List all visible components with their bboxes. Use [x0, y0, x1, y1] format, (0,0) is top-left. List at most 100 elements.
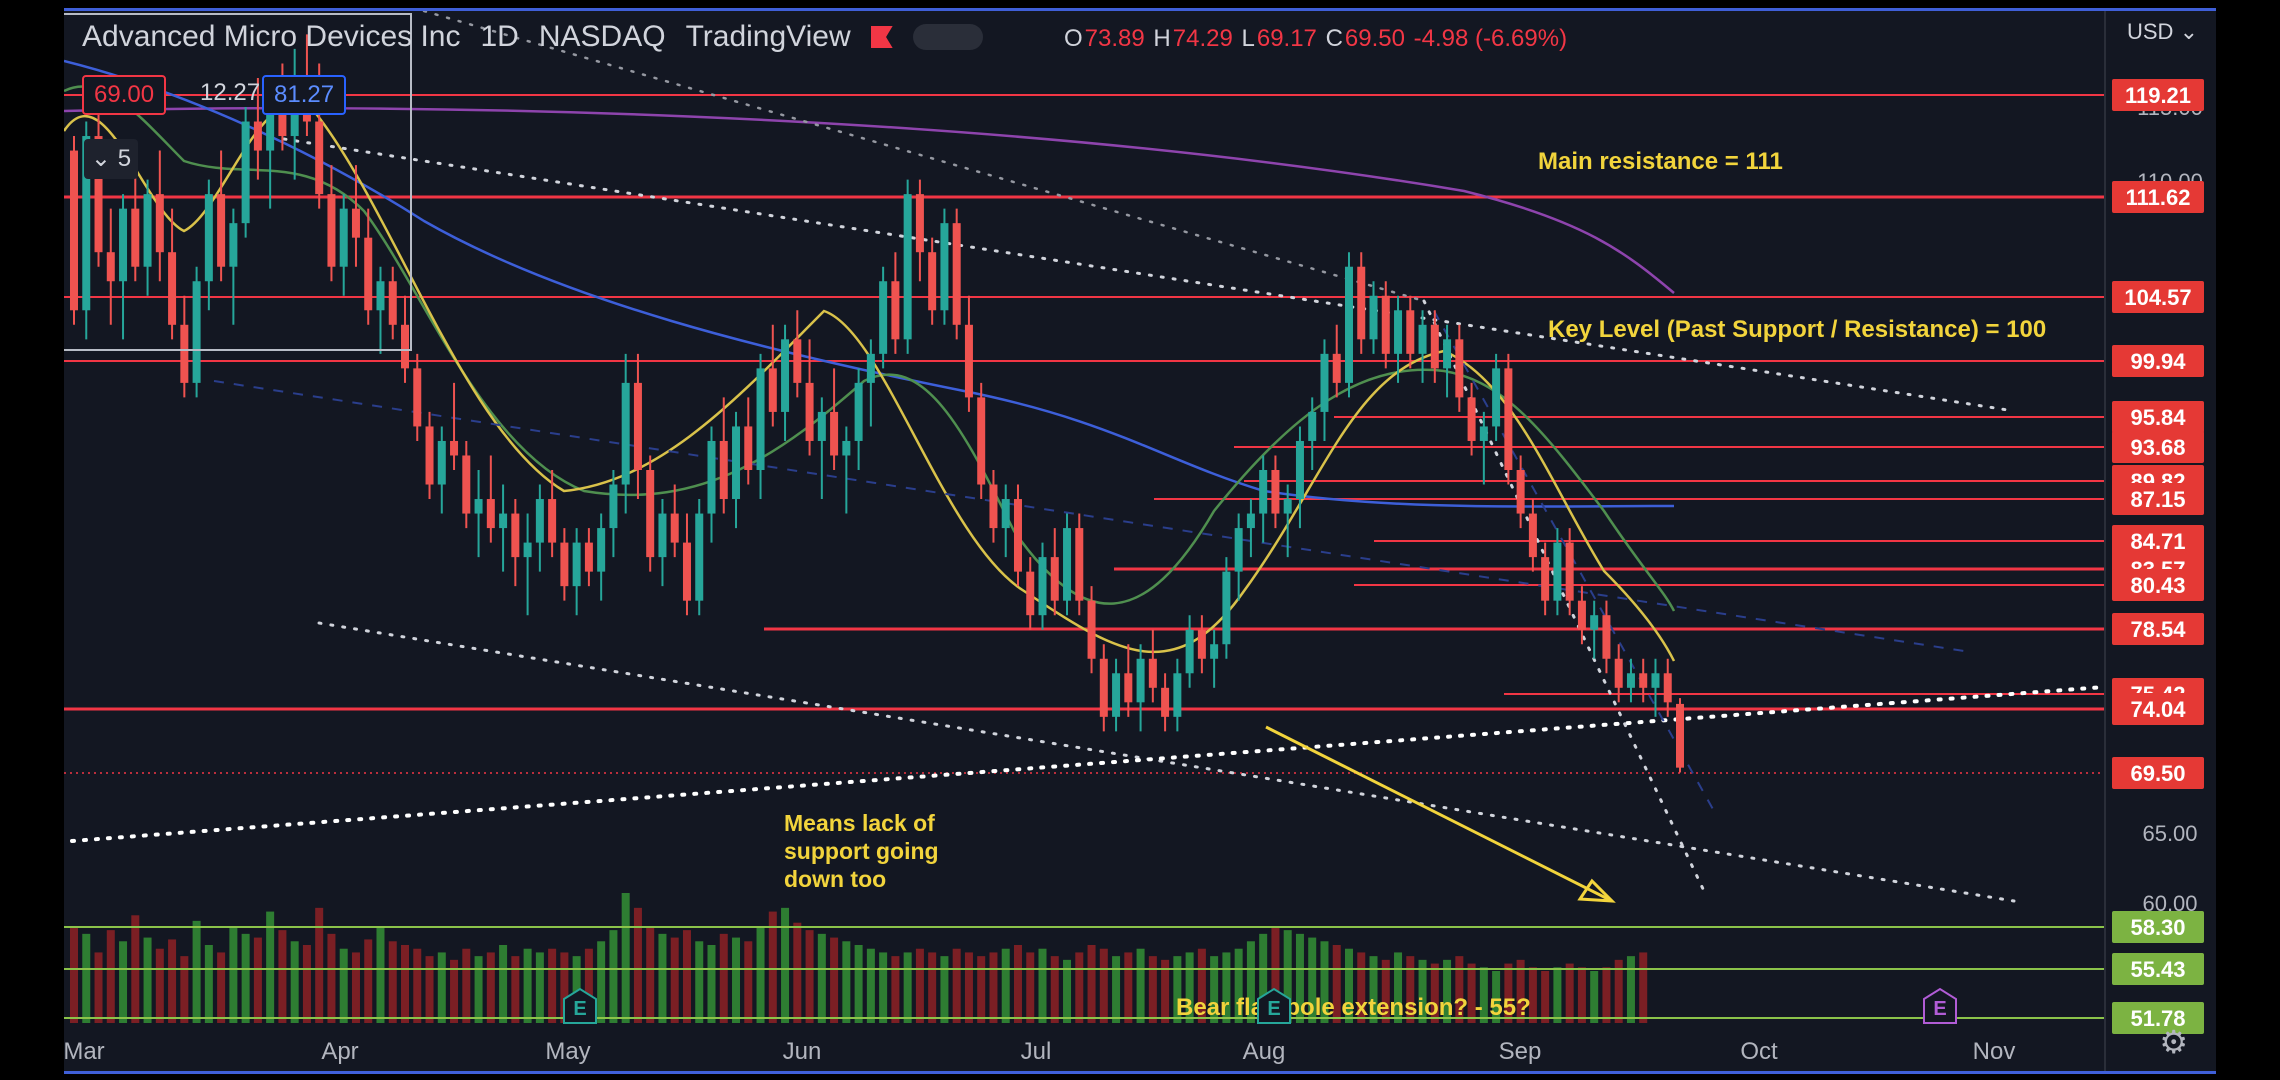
- candle-body: [1418, 324, 1427, 354]
- status-pill[interactable]: [912, 24, 983, 50]
- volume-bar: [658, 933, 667, 1023]
- volume-bar: [351, 952, 360, 1023]
- level-badge-bg: [2112, 281, 2204, 313]
- candle-body: [1259, 470, 1268, 514]
- volume-bar: [376, 926, 385, 1023]
- candle-body: [1577, 600, 1586, 630]
- indicator-value-1[interactable]: 69.00: [82, 75, 167, 115]
- volume-bar: [1038, 948, 1047, 1023]
- candle-body: [1001, 499, 1010, 529]
- candle-body: [327, 194, 336, 267]
- chart-frame[interactable]: 115.00110.0065.0060.00MarAprMayJunJulAug…: [64, 8, 2216, 1074]
- volume-bar: [180, 956, 189, 1023]
- horizontal-levels[interactable]: [64, 94, 2104, 774]
- volume-bar: [977, 956, 986, 1023]
- candle-body: [584, 542, 593, 572]
- candle-body: [1651, 673, 1660, 688]
- candle-body: [1136, 658, 1145, 703]
- candles[interactable]: [70, 34, 1684, 773]
- candle-body: [204, 194, 213, 282]
- volume-bar: [805, 930, 814, 1023]
- candle-body: [1663, 673, 1672, 703]
- candle-body: [903, 194, 912, 340]
- candle-body: [1112, 673, 1121, 717]
- level-badge-bg: [2112, 569, 2204, 601]
- candle-body: [940, 223, 949, 311]
- candle-body: [719, 440, 728, 500]
- volume-bar: [732, 937, 741, 1023]
- currency-selector[interactable]: USD ⌄: [2127, 19, 2198, 45]
- candle-body: [217, 194, 226, 267]
- volume-bar: [1013, 945, 1022, 1023]
- chevron-down-icon: ⌄: [90, 145, 112, 172]
- low-value: 69.17: [1256, 25, 1317, 52]
- interval-label[interactable]: 1D: [480, 20, 519, 53]
- level-badge-bg: [2112, 79, 2204, 111]
- price-badges[interactable]: 119.21111.62104.5799.9495.8493.6889.8287…: [2112, 79, 2204, 1034]
- last-price-badge: 69.50: [2130, 761, 2185, 786]
- volume-bar: [327, 933, 336, 1023]
- earnings-marker[interactable]: E: [1923, 987, 1957, 1024]
- candle-body: [989, 484, 998, 529]
- green-level-badge: 51.78: [2130, 1006, 2185, 1031]
- volume-bar: [842, 941, 851, 1023]
- candle-body: [1026, 571, 1035, 616]
- volume-bar: [499, 945, 508, 1023]
- earnings-marker[interactable]: E: [563, 987, 597, 1024]
- y-tick-label: 65.00: [2142, 821, 2197, 846]
- volume-bar: [1001, 948, 1010, 1023]
- volume-bar: [952, 948, 961, 1023]
- volume-bar: [1565, 963, 1574, 1023]
- indicator-value-2: 12.27: [200, 79, 261, 106]
- volume-bar: [1443, 959, 1452, 1023]
- candle-body: [1210, 644, 1219, 659]
- volume-bar: [670, 937, 679, 1023]
- volume-bar: [253, 937, 262, 1023]
- volume-bar: [1406, 956, 1415, 1023]
- symbol-title[interactable]: Advanced Micro Devices Inc: [82, 20, 461, 53]
- candle-body: [94, 136, 103, 253]
- candle-body: [1050, 557, 1059, 601]
- candle-body: [1357, 266, 1366, 340]
- volume-bar: [155, 948, 164, 1023]
- annotation-text: Bear flag pole extension? - 55?: [1176, 994, 1531, 1021]
- volume-bar: [302, 945, 311, 1023]
- earnings-marker[interactable]: E: [1257, 987, 1291, 1024]
- candle-body: [1332, 353, 1341, 383]
- collapse-indicators-button[interactable]: ⌄ 5: [84, 139, 138, 179]
- candle-body: [830, 411, 839, 456]
- candle-body: [1344, 266, 1353, 383]
- volume-bar: [1528, 967, 1537, 1023]
- candle-body: [1430, 324, 1439, 369]
- volume-bar: [1455, 956, 1464, 1023]
- candle-body: [1553, 542, 1562, 601]
- level-badge-bg: [2112, 525, 2204, 557]
- candle-body: [1528, 513, 1537, 558]
- flag-icon[interactable]: [870, 26, 893, 48]
- volume-bar: [1210, 956, 1219, 1023]
- volume-bar: [964, 952, 973, 1023]
- trend-steep-down: [1422, 299, 1706, 893]
- candle-body: [1295, 440, 1304, 500]
- price-chart[interactable]: 115.00110.0065.0060.00MarAprMayJunJulAug…: [64, 11, 2216, 1074]
- volume-bar: [891, 956, 900, 1023]
- indicator-value-3[interactable]: 81.27: [262, 75, 347, 115]
- volume-bar: [1590, 971, 1599, 1023]
- gear-icon[interactable]: ⚙: [2159, 1024, 2188, 1060]
- candle-body: [1283, 499, 1292, 514]
- trend-lines[interactable]: [64, 11, 2106, 903]
- candle-body: [633, 382, 642, 470]
- level-badge-bg: [2112, 613, 2204, 645]
- candle-body: [1467, 397, 1476, 441]
- volume-bar: [535, 952, 544, 1023]
- level-badge: 95.84: [2130, 405, 2186, 430]
- level-badge: 119.21: [2125, 83, 2191, 108]
- candle-body: [1075, 528, 1084, 601]
- candle-body: [229, 223, 238, 267]
- volume-bar: [928, 952, 937, 1023]
- high-label: H: [1153, 25, 1171, 52]
- last-price-badge-bg: [2112, 757, 2204, 789]
- volume-bar: [1602, 967, 1611, 1023]
- candle-body: [1626, 673, 1635, 688]
